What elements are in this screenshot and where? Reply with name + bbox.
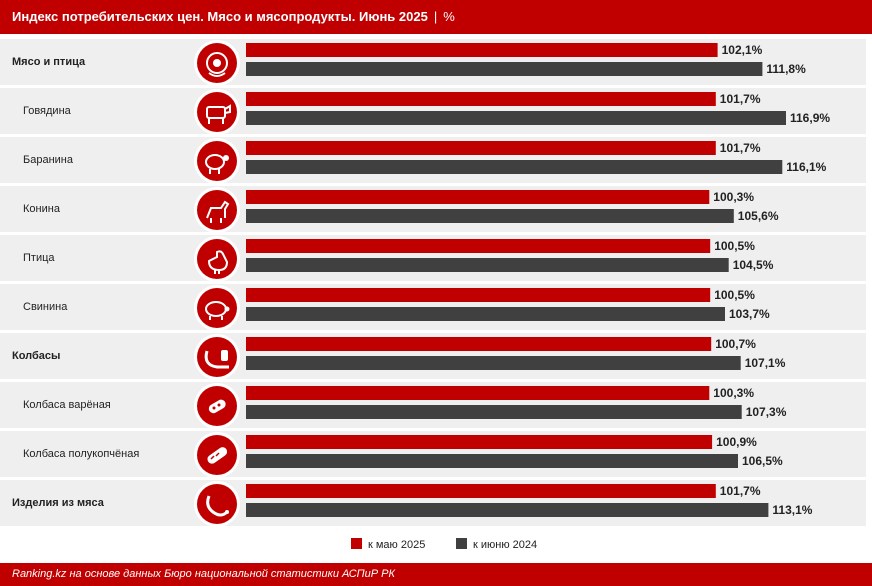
value-label-june-2024: 105,6%	[738, 209, 779, 223]
unit-label: %	[443, 9, 455, 24]
value-label-june-2024: 116,1%	[786, 160, 826, 174]
value-label-june-2024: 106,5%	[742, 454, 783, 468]
icon-frame	[194, 432, 240, 478]
category-label: Мясо и птица	[12, 56, 86, 68]
value-label-may-2025: 100,5%	[714, 239, 755, 253]
cow-icon	[197, 92, 237, 132]
sheep-icon	[197, 141, 237, 181]
bar-vs-june-2024	[246, 307, 725, 321]
value-label-june-2024: 107,1%	[745, 356, 786, 370]
value-label-may-2025: 100,5%	[714, 288, 755, 302]
icon-frame	[194, 236, 240, 282]
bar-vs-may-2025	[246, 337, 712, 351]
chart-title: Индекс потребительских цен. Мясо и мясоп…	[12, 9, 428, 24]
legend-swatch-may	[351, 538, 362, 549]
legend-item-june: к июню 2024	[456, 537, 537, 553]
sausage-icon	[197, 337, 237, 377]
category-label: Баранина	[23, 154, 73, 166]
bar-vs-may-2025	[246, 435, 713, 449]
icon-frame	[194, 383, 240, 429]
category-label: Говядина	[23, 105, 71, 117]
category-label: Изделия из мяса	[12, 497, 104, 509]
value-label-may-2025: 100,9%	[716, 435, 757, 449]
bar-vs-may-2025	[246, 386, 710, 400]
bar-vs-june-2024	[246, 405, 742, 419]
bar-vs-june-2024	[246, 111, 786, 125]
category-label: Колбасы	[12, 350, 61, 362]
legend-label-june: к июню 2024	[473, 539, 538, 551]
pig-icon	[197, 288, 237, 328]
value-label-june-2024: 113,1%	[772, 503, 812, 517]
icon-frame	[194, 89, 240, 135]
legend-item-may: к маю 2025	[351, 537, 425, 553]
bar-chart: 102,1%111,8% 101,7% 116,9% 101,7% 116,1% 100,…	[246, 43, 830, 517]
value-label-may-2025: 100,3%	[713, 190, 754, 204]
chicken-icon	[197, 239, 237, 279]
category-label: Свинина	[23, 301, 68, 313]
value-label-june-2024: 104,5%	[733, 258, 774, 272]
bar-vs-may-2025	[246, 288, 711, 302]
bar-vs-may-2025	[246, 239, 711, 253]
icon-frame	[194, 138, 240, 184]
bar-vs-june-2024	[246, 503, 769, 517]
legend: к маю 2025 к июню 2024	[0, 537, 872, 553]
bar-vs-may-2025	[246, 141, 716, 155]
bar-vs-may-2025	[246, 190, 710, 204]
meat-products-icon	[197, 484, 237, 524]
title-separator: |	[433, 9, 438, 24]
bar-vs-june-2024	[246, 356, 741, 370]
value-label-may-2025: 101,7%	[720, 92, 761, 106]
value-label-june-2024: 107,3%	[746, 405, 787, 419]
value-label-may-2025: 101,7%	[720, 141, 761, 155]
bar-vs-may-2025	[246, 484, 716, 498]
value-label-may-2025: 102,1%	[722, 43, 763, 57]
category-label: Конина	[23, 203, 60, 215]
source-footer: Ranking.kz на основе данных Бюро национа…	[0, 563, 872, 586]
value-label-may-2025: 101,7%	[720, 484, 761, 498]
icon-frame	[194, 285, 240, 331]
category-label: Колбаса варёная	[23, 399, 111, 411]
value-label-june-2024: 111,8%	[766, 62, 806, 76]
icon-frame	[194, 40, 240, 86]
icon-frame	[194, 334, 240, 380]
icon-frame	[194, 481, 240, 527]
bar-vs-may-2025	[246, 92, 716, 106]
legend-swatch-june	[456, 538, 467, 549]
category-label: Птица	[23, 252, 55, 264]
bar-vs-june-2024	[246, 62, 763, 76]
bar-vs-june-2024	[246, 454, 738, 468]
value-label-may-2025: 100,7%	[715, 337, 756, 351]
bar-vs-may-2025	[246, 43, 718, 57]
value-label-june-2024: 116,9%	[790, 111, 830, 125]
boiled-sausage-icon	[197, 386, 237, 426]
meat-icon	[197, 43, 237, 83]
chart-title-bar: Индекс потребительских цен. Мясо и мясоп…	[0, 0, 872, 34]
bar-vs-june-2024	[246, 209, 734, 223]
bar-vs-june-2024	[246, 258, 729, 272]
legend-label-may: к маю 2025	[368, 539, 426, 551]
smoked-sausage-icon	[197, 435, 237, 475]
category-label: Колбаса полукопчёная	[23, 448, 140, 460]
value-label-may-2025: 100,3%	[713, 386, 754, 400]
icon-frame	[194, 187, 240, 233]
horse-icon	[197, 190, 237, 230]
value-label-june-2024: 103,7%	[729, 307, 770, 321]
bar-vs-june-2024	[246, 160, 783, 174]
